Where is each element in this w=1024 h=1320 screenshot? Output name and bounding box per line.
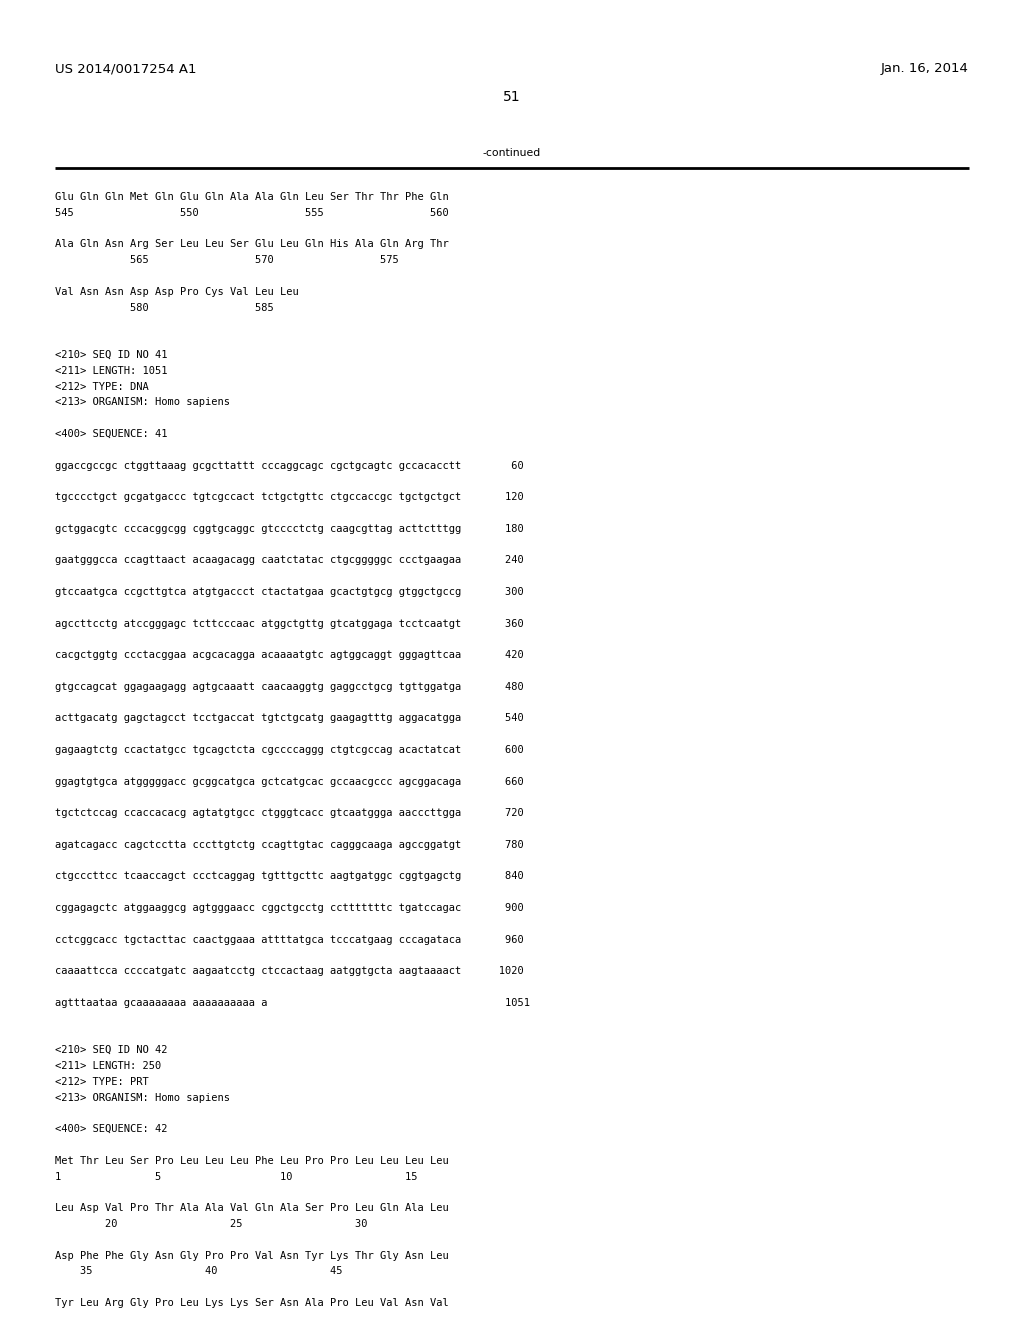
Text: Asp Phe Phe Gly Asn Gly Pro Pro Val Asn Tyr Lys Thr Gly Asn Leu: Asp Phe Phe Gly Asn Gly Pro Pro Val Asn … (55, 1250, 449, 1261)
Text: <400> SEQUENCE: 42: <400> SEQUENCE: 42 (55, 1125, 168, 1134)
Text: gctggacgtc cccacggcgg cggtgcaggc gtcccctctg caagcgttag acttctttgg       180: gctggacgtc cccacggcgg cggtgcaggc gtcccct… (55, 524, 523, 533)
Text: cacgctggtg ccctacggaa acgcacagga acaaaatgtc agtggcaggt gggagttcaa       420: cacgctggtg ccctacggaa acgcacagga acaaaat… (55, 651, 523, 660)
Text: 580                 585: 580 585 (55, 302, 273, 313)
Text: -continued: -continued (483, 148, 541, 158)
Text: ggaccgccgc ctggttaaag gcgcttattt cccaggcagc cgctgcagtc gccacacctt        60: ggaccgccgc ctggttaaag gcgcttattt cccaggc… (55, 461, 523, 471)
Text: 35                  40                  45: 35 40 45 (55, 1266, 342, 1276)
Text: ggagtgtgca atgggggacc gcggcatgca gctcatgcac gccaacgccc agcggacaga       660: ggagtgtgca atgggggacc gcggcatgca gctcatg… (55, 776, 523, 787)
Text: Val Asn Asn Asp Asp Pro Cys Val Leu Leu: Val Asn Asn Asp Asp Pro Cys Val Leu Leu (55, 286, 299, 297)
Text: gaatgggcca ccagttaact acaagacagg caatctatac ctgcgggggc ccctgaagaa       240: gaatgggcca ccagttaact acaagacagg caatcta… (55, 556, 523, 565)
Text: <211> LENGTH: 250: <211> LENGTH: 250 (55, 1061, 161, 1071)
Text: <212> TYPE: PRT: <212> TYPE: PRT (55, 1077, 148, 1086)
Text: Leu Asp Val Pro Thr Ala Ala Val Gln Ala Ser Pro Leu Gln Ala Leu: Leu Asp Val Pro Thr Ala Ala Val Gln Ala … (55, 1204, 449, 1213)
Text: US 2014/0017254 A1: US 2014/0017254 A1 (55, 62, 197, 75)
Text: Met Thr Leu Ser Pro Leu Leu Leu Phe Leu Pro Pro Leu Leu Leu Leu: Met Thr Leu Ser Pro Leu Leu Leu Phe Leu … (55, 1156, 449, 1166)
Text: tgctctccag ccaccacacg agtatgtgcc ctgggtcacc gtcaatggga aacccttgga       720: tgctctccag ccaccacacg agtatgtgcc ctgggtc… (55, 808, 523, 818)
Text: gtccaatgca ccgcttgtca atgtgaccct ctactatgaa gcactgtgcg gtggctgccg       300: gtccaatgca ccgcttgtca atgtgaccct ctactat… (55, 587, 523, 597)
Text: Glu Gln Gln Met Gln Glu Gln Ala Ala Gln Leu Ser Thr Thr Phe Gln: Glu Gln Gln Met Gln Glu Gln Ala Ala Gln … (55, 191, 449, 202)
Text: Tyr Leu Arg Gly Pro Leu Lys Lys Ser Asn Ala Pro Leu Val Asn Val: Tyr Leu Arg Gly Pro Leu Lys Lys Ser Asn … (55, 1298, 449, 1308)
Text: gagaagtctg ccactatgcc tgcagctcta cgccccaggg ctgtcgccag acactatcat       600: gagaagtctg ccactatgcc tgcagctcta cgcccca… (55, 744, 523, 755)
Text: acttgacatg gagctagcct tcctgaccat tgtctgcatg gaagagtttg aggacatgga       540: acttgacatg gagctagcct tcctgaccat tgtctgc… (55, 713, 523, 723)
Text: <210> SEQ ID NO 41: <210> SEQ ID NO 41 (55, 350, 168, 360)
Text: Ala Gln Asn Arg Ser Leu Leu Ser Glu Leu Gln His Ala Gln Arg Thr: Ala Gln Asn Arg Ser Leu Leu Ser Glu Leu … (55, 239, 449, 249)
Text: <213> ORGANISM: Homo sapiens: <213> ORGANISM: Homo sapiens (55, 1093, 230, 1102)
Text: <213> ORGANISM: Homo sapiens: <213> ORGANISM: Homo sapiens (55, 397, 230, 408)
Text: <400> SEQUENCE: 41: <400> SEQUENCE: 41 (55, 429, 168, 440)
Text: 1               5                   10                  15: 1 5 10 15 (55, 1172, 418, 1181)
Text: agatcagacc cagctcctta cccttgtctg ccagttgtac cagggcaaga agccggatgt       780: agatcagacc cagctcctta cccttgtctg ccagttg… (55, 840, 523, 850)
Text: <211> LENGTH: 1051: <211> LENGTH: 1051 (55, 366, 168, 376)
Text: <210> SEQ ID NO 42: <210> SEQ ID NO 42 (55, 1045, 168, 1055)
Text: gtgccagcat ggagaagagg agtgcaaatt caacaaggtg gaggcctgcg tgttggatga       480: gtgccagcat ggagaagagg agtgcaaatt caacaag… (55, 682, 523, 692)
Text: cctcggcacc tgctacttac caactggaaa attttatgca tcccatgaag cccagataca       960: cctcggcacc tgctacttac caactggaaa attttat… (55, 935, 523, 945)
Text: ctgcccttcc tcaaccagct ccctcaggag tgtttgcttc aagtgatggc cggtgagctg       840: ctgcccttcc tcaaccagct ccctcaggag tgtttgc… (55, 871, 523, 882)
Text: 20                  25                  30: 20 25 30 (55, 1218, 368, 1229)
Text: agtttaataa gcaaaaaaaa aaaaaaaaaa a                                      1051: agtttaataa gcaaaaaaaa aaaaaaaaaa a 1051 (55, 998, 530, 1007)
Text: <212> TYPE: DNA: <212> TYPE: DNA (55, 381, 148, 392)
Text: cggagagctc atggaaggcg agtgggaacc cggctgcctg cctttttttc tgatccagac       900: cggagagctc atggaaggcg agtgggaacc cggctgc… (55, 903, 523, 913)
Text: tgcccctgct gcgatgaccc tgtcgccact tctgctgttc ctgccaccgc tgctgctgct       120: tgcccctgct gcgatgaccc tgtcgccact tctgctg… (55, 492, 523, 502)
Text: 545                 550                 555                 560: 545 550 555 560 (55, 207, 449, 218)
Text: 51: 51 (503, 90, 521, 104)
Text: caaaattcca ccccatgatc aagaatcctg ctccactaag aatggtgcta aagtaaaact      1020: caaaattcca ccccatgatc aagaatcctg ctccact… (55, 966, 523, 977)
Text: 565                 570                 575: 565 570 575 (55, 255, 398, 265)
Text: agccttcctg atccgggagc tcttcccaac atggctgttg gtcatggaga tcctcaatgt       360: agccttcctg atccgggagc tcttcccaac atggctg… (55, 619, 523, 628)
Text: Jan. 16, 2014: Jan. 16, 2014 (881, 62, 969, 75)
